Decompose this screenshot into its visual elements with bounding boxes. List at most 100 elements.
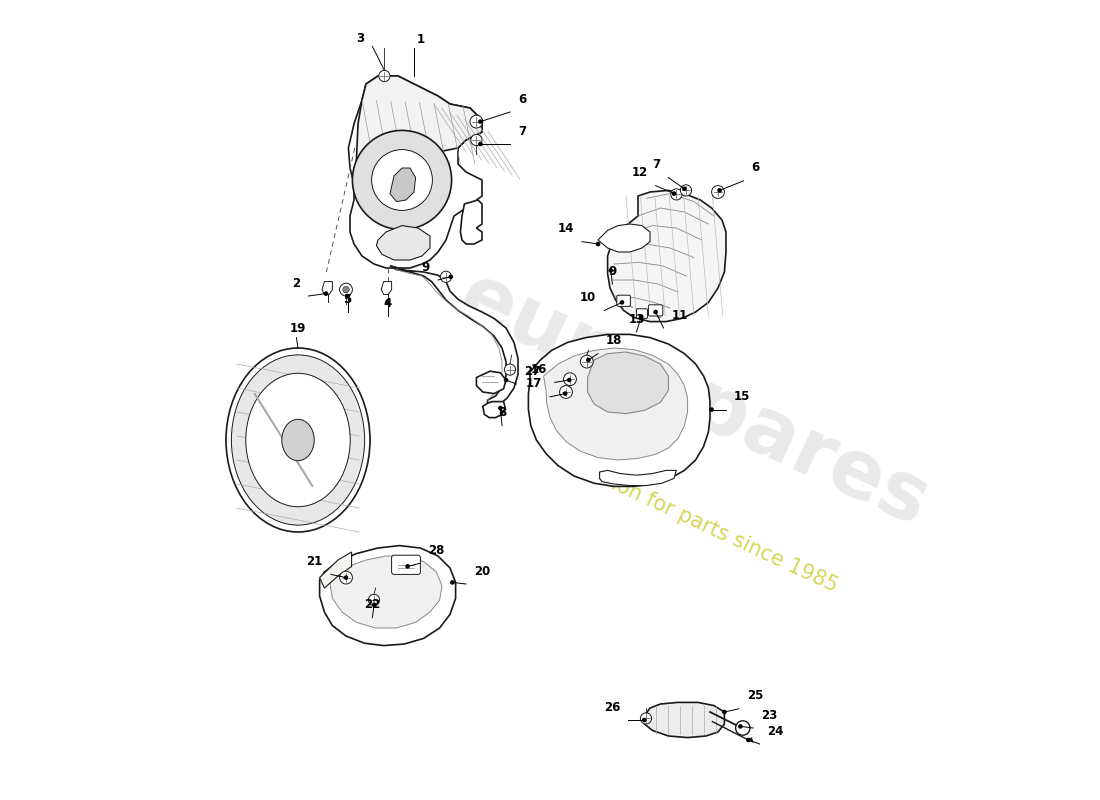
Polygon shape (600, 470, 676, 486)
Text: 10: 10 (580, 291, 596, 304)
Polygon shape (376, 226, 430, 260)
Text: 22: 22 (364, 598, 381, 611)
Circle shape (563, 373, 576, 386)
Text: 18: 18 (606, 334, 623, 347)
Polygon shape (476, 371, 506, 394)
Polygon shape (390, 168, 416, 202)
Text: 4: 4 (384, 297, 392, 310)
Text: 2: 2 (293, 277, 300, 290)
Circle shape (639, 315, 642, 318)
Polygon shape (382, 282, 392, 294)
Circle shape (440, 271, 452, 282)
Text: 20: 20 (474, 565, 491, 578)
Circle shape (340, 283, 352, 296)
Polygon shape (543, 348, 688, 460)
Circle shape (563, 392, 566, 395)
Polygon shape (607, 190, 726, 322)
Text: 14: 14 (558, 222, 574, 235)
Circle shape (352, 130, 452, 230)
Circle shape (324, 292, 328, 295)
Circle shape (672, 192, 675, 195)
Circle shape (654, 310, 657, 314)
Text: 5: 5 (343, 293, 352, 306)
Text: 11: 11 (672, 309, 688, 322)
Polygon shape (528, 334, 710, 486)
Text: eurospares: eurospares (447, 257, 942, 543)
Circle shape (449, 275, 452, 278)
Circle shape (747, 738, 750, 742)
Circle shape (620, 301, 624, 304)
Text: 7: 7 (518, 125, 526, 138)
Text: 24: 24 (768, 725, 784, 738)
Text: 19: 19 (289, 322, 306, 335)
Circle shape (386, 300, 389, 303)
Text: 15: 15 (734, 390, 750, 403)
Text: 17: 17 (526, 378, 542, 390)
Circle shape (344, 576, 348, 579)
Polygon shape (354, 76, 482, 184)
Circle shape (683, 187, 686, 190)
Circle shape (478, 120, 482, 123)
Circle shape (723, 710, 726, 714)
Circle shape (406, 565, 409, 568)
Circle shape (471, 134, 482, 146)
Text: 3: 3 (356, 32, 364, 45)
Ellipse shape (245, 374, 350, 506)
Circle shape (346, 294, 349, 298)
Circle shape (372, 150, 432, 210)
FancyBboxPatch shape (392, 555, 420, 574)
Polygon shape (587, 352, 669, 414)
Text: 1: 1 (417, 34, 425, 46)
Circle shape (470, 115, 483, 128)
Text: 9: 9 (421, 261, 430, 274)
Circle shape (343, 286, 349, 293)
Text: 26: 26 (604, 701, 620, 714)
Polygon shape (330, 556, 442, 628)
Circle shape (478, 142, 482, 146)
Text: 28: 28 (428, 544, 444, 557)
Text: 23: 23 (761, 709, 778, 722)
Text: 6: 6 (518, 93, 526, 106)
Text: 21: 21 (307, 555, 322, 568)
Circle shape (710, 408, 713, 411)
Circle shape (736, 721, 750, 735)
FancyBboxPatch shape (648, 305, 663, 316)
Text: 13: 13 (628, 313, 645, 326)
Text: 7: 7 (652, 158, 660, 171)
Circle shape (505, 364, 516, 375)
Polygon shape (483, 402, 505, 418)
Circle shape (498, 406, 502, 410)
Polygon shape (645, 702, 725, 738)
Ellipse shape (231, 355, 364, 525)
Circle shape (596, 242, 600, 246)
Polygon shape (349, 76, 482, 268)
Circle shape (642, 718, 646, 722)
Circle shape (586, 358, 590, 362)
Circle shape (378, 70, 390, 82)
Circle shape (739, 725, 742, 728)
Polygon shape (322, 282, 332, 294)
Text: 6: 6 (751, 162, 760, 174)
Polygon shape (748, 738, 754, 742)
FancyBboxPatch shape (617, 295, 630, 306)
Circle shape (718, 189, 722, 192)
Circle shape (568, 378, 571, 382)
Circle shape (712, 186, 725, 198)
Polygon shape (598, 224, 650, 252)
Circle shape (640, 713, 651, 724)
Ellipse shape (226, 348, 370, 532)
FancyBboxPatch shape (637, 309, 648, 318)
Circle shape (560, 386, 572, 398)
Text: 9: 9 (608, 265, 616, 278)
Circle shape (368, 594, 379, 606)
Text: 16: 16 (530, 363, 547, 376)
Text: 27: 27 (525, 365, 541, 378)
Circle shape (609, 269, 613, 272)
Circle shape (681, 185, 692, 196)
Text: a passion for parts since 1985: a passion for parts since 1985 (547, 444, 842, 596)
Circle shape (340, 571, 352, 584)
Text: 25: 25 (747, 690, 763, 702)
Circle shape (581, 355, 593, 368)
Polygon shape (390, 266, 518, 408)
Text: 12: 12 (631, 166, 648, 179)
